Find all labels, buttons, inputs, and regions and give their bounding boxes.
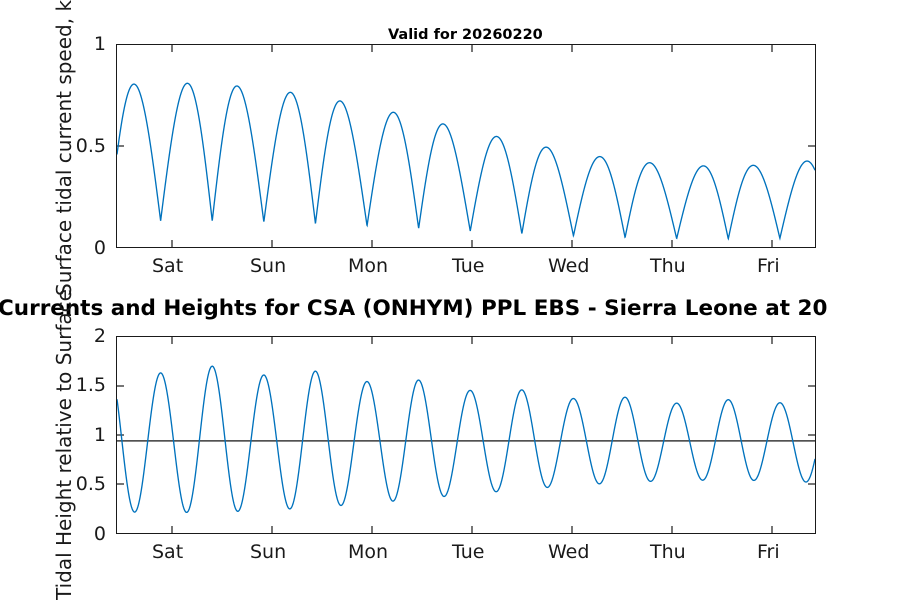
bottom-ytick-1: 1 bbox=[93, 424, 106, 446]
top-xtick-tue: Tue bbox=[452, 255, 485, 277]
top-xtick-mon: Mon bbox=[348, 255, 389, 277]
bottom-ytick-05: 0.5 bbox=[75, 473, 106, 495]
top-xtick-thu: Thu bbox=[650, 255, 686, 277]
bottom-xtick-mon: Mon bbox=[348, 541, 389, 563]
bottom-xtick-sat: Sat bbox=[152, 541, 184, 563]
top-ytick-0: 0 bbox=[93, 237, 106, 259]
bottom-xtick-tue: Tue bbox=[452, 541, 485, 563]
bottom-ytick-15: 1.5 bbox=[75, 374, 106, 396]
top-xtick-fri: Fri bbox=[757, 255, 780, 277]
top-xtick-sat: Sat bbox=[152, 255, 184, 277]
subplot-title: Valid for 20260220 bbox=[388, 27, 543, 43]
top-tick-marks bbox=[117, 45, 815, 247]
bottom-tick-marks bbox=[117, 337, 815, 533]
current-speed-curve bbox=[117, 82, 815, 241]
bottom-xtick-wed: Wed bbox=[548, 541, 590, 563]
bottom-axis-ylabel: Tidal Height relative to Surface bbox=[52, 289, 76, 600]
top-ytick-05: 0.5 bbox=[75, 135, 106, 157]
top-axes bbox=[116, 44, 816, 248]
bottom-ytick-0: 0 bbox=[93, 523, 106, 545]
bottom-xtick-fri: Fri bbox=[757, 541, 780, 563]
tidal-height-curve bbox=[117, 365, 815, 514]
top-xtick-sun: Sun bbox=[250, 255, 287, 277]
bottom-axes bbox=[116, 336, 816, 534]
top-xtick-wed: Wed bbox=[548, 255, 590, 277]
bottom-xtick-sun: Sun bbox=[250, 541, 287, 563]
bottom-xtick-thu: Thu bbox=[650, 541, 686, 563]
bottom-ytick-2: 2 bbox=[93, 325, 106, 347]
top-ytick-1: 1 bbox=[93, 33, 106, 55]
bottom-plot-svg bbox=[117, 337, 815, 533]
figure-title: Currents and Heights for CSA (ONHYM) PPL… bbox=[0, 296, 828, 321]
top-plot-svg bbox=[117, 45, 815, 247]
